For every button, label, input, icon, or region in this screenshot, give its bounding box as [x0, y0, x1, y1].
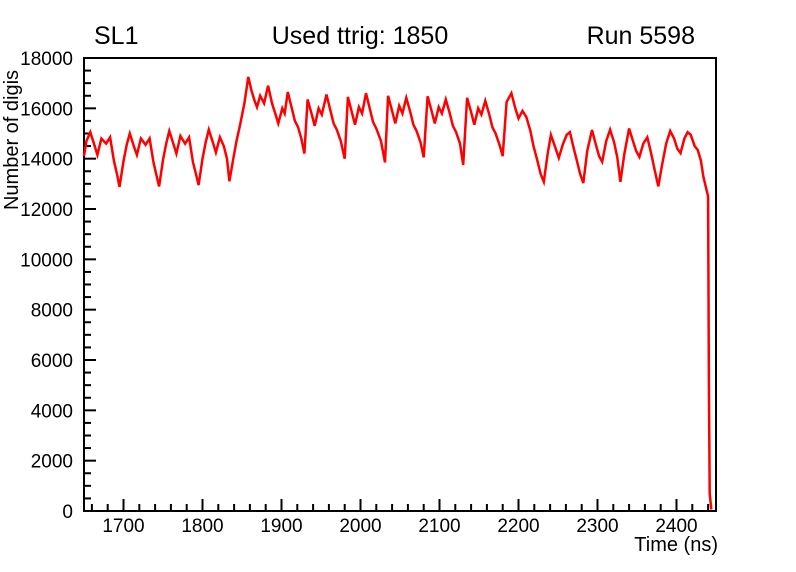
x-tick-label: 2400	[655, 516, 697, 537]
x-tick-label: 1800	[181, 516, 223, 537]
x-tick-label: 1900	[260, 516, 302, 537]
y-tick-label: 6000	[31, 351, 73, 372]
pad-title-left: SL1	[94, 22, 139, 50]
y-tick-label: 2000	[31, 452, 73, 473]
y-tick-label: 16000	[20, 99, 73, 120]
pad-title-right: Run 5598	[586, 22, 695, 50]
data-series	[82, 76, 713, 510]
series-line-digis-vs-time	[82, 76, 713, 510]
x-tick-label: 1700	[102, 516, 144, 537]
y-axis-title: Number of digis	[1, 69, 23, 211]
x-tick-label: 2000	[339, 516, 381, 537]
x-tick-label: 2100	[418, 516, 460, 537]
chart-title: Used ttrig: 1850	[271, 22, 449, 50]
x-tick-label: 2300	[576, 516, 618, 537]
y-tick-label: 14000	[20, 150, 73, 171]
x-axis-title: Time (ns)	[634, 534, 718, 556]
y-tick-label: 4000	[31, 401, 73, 422]
y-tick-label: 18000	[20, 49, 73, 70]
x-axis-ticks: 1700 1800 1900 2000 2100 2200 2300 2400	[90, 499, 710, 537]
y-tick-label: 0	[62, 502, 73, 523]
y-tick-label: 12000	[20, 200, 73, 221]
y-tick-label: 8000	[31, 301, 73, 322]
plot-frame	[83, 57, 717, 512]
x-tick-label: 2200	[497, 516, 539, 537]
y-tick-label: 10000	[20, 250, 73, 271]
y-axis-ticks: 0 2000 4000 6000 8000 10000 12000 14000 16000 180…	[20, 49, 96, 523]
